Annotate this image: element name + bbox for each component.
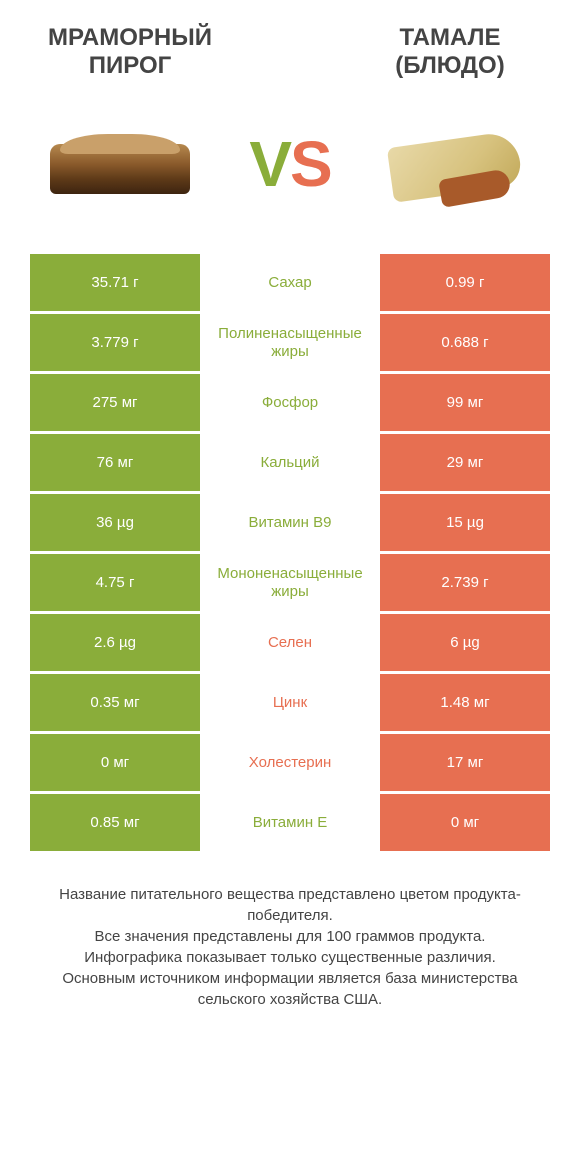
footer-line-4: Основным источником информации является … <box>30 968 550 1010</box>
nutrient-label: Кальций <box>200 434 380 491</box>
nutrient-label: Фосфор <box>200 374 380 431</box>
right-value-cell: 15 µg <box>380 494 550 551</box>
table-row: 0.35 мгЦинк1.48 мг <box>30 674 550 731</box>
table-row: 0 мгХолестерин17 мг <box>30 734 550 791</box>
nutrient-label: Селен <box>200 614 380 671</box>
right-value-cell: 0 мг <box>380 794 550 851</box>
left-value-cell: 4.75 г <box>30 554 200 611</box>
footer-line-2: Все значения представлены для 100 граммо… <box>30 926 550 947</box>
right-value-cell: 29 мг <box>380 434 550 491</box>
footer-notes: Название питательного вещества представл… <box>0 854 580 1010</box>
table-row: 2.6 µgСелен6 µg <box>30 614 550 671</box>
cake-icon <box>40 124 200 204</box>
table-row: 0.85 мгВитамин E0 мг <box>30 794 550 851</box>
table-row: 275 мгФосфор99 мг <box>30 374 550 431</box>
right-food-image <box>370 104 550 224</box>
right-food-title: ТАМАЛЕ (БЛЮДО) <box>350 24 550 79</box>
right-value-cell: 0.688 г <box>380 314 550 371</box>
nutrient-label: Мононенасыщенные жиры <box>200 554 380 611</box>
infographic-container: МРАМОРНЫЙ ПИРОГ ТАМАЛЕ (БЛЮДО) VS 35.71 … <box>0 0 580 1174</box>
table-row: 36 µgВитамин B915 µg <box>30 494 550 551</box>
footer-line-1: Название питательного вещества представл… <box>30 884 550 926</box>
table-row: 4.75 гМононенасыщенные жиры2.739 г <box>30 554 550 611</box>
nutrient-label: Сахар <box>200 254 380 311</box>
left-value-cell: 76 мг <box>30 434 200 491</box>
right-value-cell: 2.739 г <box>380 554 550 611</box>
nutrient-label: Цинк <box>200 674 380 731</box>
nutrient-label: Холестерин <box>200 734 380 791</box>
right-value-cell: 17 мг <box>380 734 550 791</box>
header: МРАМОРНЫЙ ПИРОГ ТАМАЛЕ (БЛЮДО) <box>0 0 580 89</box>
left-value-cell: 275 мг <box>30 374 200 431</box>
nutrient-label: Витамин B9 <box>200 494 380 551</box>
vs-s-letter: S <box>290 128 331 200</box>
left-value-cell: 0.35 мг <box>30 674 200 731</box>
comparison-table: 35.71 гСахар0.99 г3.779 гПолиненасыщенны… <box>0 254 580 854</box>
left-food-title: МРАМОРНЫЙ ПИРОГ <box>30 24 230 79</box>
left-value-cell: 2.6 µg <box>30 614 200 671</box>
table-row: 76 мгКальций29 мг <box>30 434 550 491</box>
table-row: 35.71 гСахар0.99 г <box>30 254 550 311</box>
vs-label: VS <box>249 127 330 201</box>
table-row: 3.779 гПолиненасыщенные жиры0.688 г <box>30 314 550 371</box>
vs-v-letter: V <box>249 128 290 200</box>
nutrient-label: Витамин E <box>200 794 380 851</box>
left-food-image <box>30 104 210 224</box>
left-value-cell: 35.71 г <box>30 254 200 311</box>
nutrient-label: Полиненасыщенные жиры <box>200 314 380 371</box>
left-value-cell: 3.779 г <box>30 314 200 371</box>
right-value-cell: 99 мг <box>380 374 550 431</box>
right-value-cell: 1.48 мг <box>380 674 550 731</box>
right-value-cell: 0.99 г <box>380 254 550 311</box>
footer-line-3: Инфографика показывает только существенн… <box>30 947 550 968</box>
left-value-cell: 0.85 мг <box>30 794 200 851</box>
left-value-cell: 36 µg <box>30 494 200 551</box>
left-value-cell: 0 мг <box>30 734 200 791</box>
tamale-icon <box>380 119 540 209</box>
vs-section: VS <box>0 89 580 254</box>
right-value-cell: 6 µg <box>380 614 550 671</box>
